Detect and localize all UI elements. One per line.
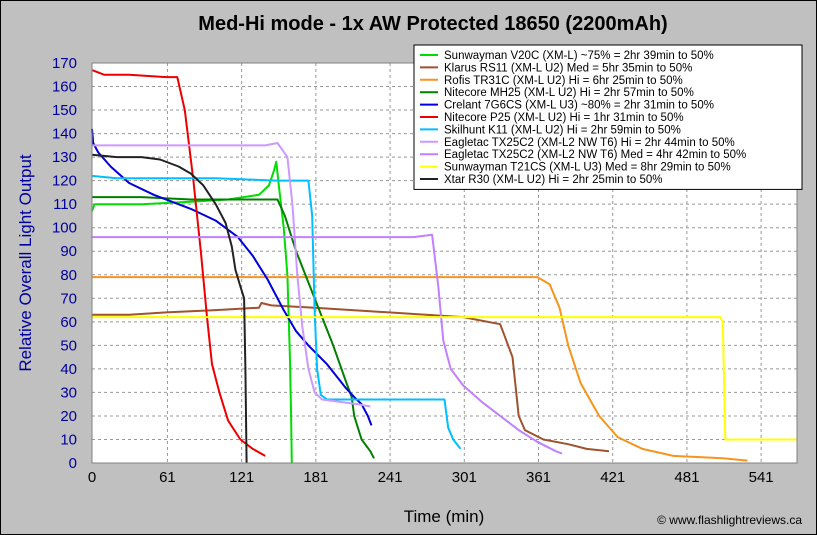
legend-entry: Sunwayman T21CS (XM-L U3) Med = 8hr 29mi… xyxy=(444,162,731,174)
y-tick-label: 90 xyxy=(60,243,77,260)
y-tick-labels: 0 10 20 30 40 50 60 70 80 90 100 110 120 130 140 150 160… xyxy=(52,55,77,472)
x-tick-label: 121 xyxy=(229,469,254,486)
series-line xyxy=(91,160,293,464)
series-lines xyxy=(91,69,797,464)
legend-entry: Nitecore P25 (XM-L U2) Hi = 1hr 31min to… xyxy=(444,112,684,124)
x-tick-label: 301 xyxy=(452,469,477,486)
legend-entry: Eagletac TX25C2 (XM-L2 NW T6) Med = 4hr … xyxy=(444,149,746,161)
y-tick-label: 10 xyxy=(60,431,77,448)
x-axis-label: Time (min) xyxy=(404,507,485,526)
y-tick-label: 140 xyxy=(52,126,77,143)
y-axis-label: Relative Overall Light Output xyxy=(16,154,35,372)
x-tick-label: 181 xyxy=(303,469,328,486)
legend: Sunwayman V20C (XM-L) ~75% = 2hr 39min t… xyxy=(413,44,803,190)
series-line xyxy=(92,316,797,441)
legend-entry: Sunwayman V20C (XM-L) ~75% = 2hr 39min t… xyxy=(444,50,714,62)
y-tick-label: 70 xyxy=(60,290,77,307)
series-line xyxy=(91,153,248,464)
y-tick-label: 100 xyxy=(52,220,77,237)
x-tick-label: 241 xyxy=(378,469,403,486)
x-tick-labels: 0 61 121 181 241 301 361 421 481 541 xyxy=(88,469,774,486)
y-tick-label: 50 xyxy=(60,337,77,354)
chart-title: Med-Hi mode - 1x AW Protected 18650 (220… xyxy=(198,13,667,35)
x-tick-label: 481 xyxy=(674,469,699,486)
y-tick-label: 130 xyxy=(52,149,77,166)
y-tick-label: 40 xyxy=(60,361,77,378)
y-tick-label: 80 xyxy=(60,267,77,284)
y-tick-label: 0 xyxy=(69,455,77,472)
y-tick-label: 120 xyxy=(52,173,77,190)
y-tick-label: 170 xyxy=(52,55,77,72)
y-tick-label: 20 xyxy=(60,408,77,425)
legend-entry: Eagletac TX25C2 (XM-L2 NW T6) Hi = 2hr 4… xyxy=(444,137,735,149)
x-tick-label: 361 xyxy=(526,469,551,486)
y-tick-label: 60 xyxy=(60,314,77,331)
legend-entry: Nitecore MH25 (XM-L U2) Hi = 2hr 57min t… xyxy=(444,87,694,99)
y-tick-label: 160 xyxy=(52,79,77,96)
legend-entry: Crelant 7G6CS (XM-L U3) ~80% = 2hr 31min… xyxy=(444,100,714,112)
series-line xyxy=(92,276,748,462)
x-tick-label: 541 xyxy=(749,469,774,486)
legend-entry: Klarus RS11 (XM-L U2) Med = 5hr 35min to… xyxy=(444,62,692,74)
legend-entry: Skilhunt K11 (XM-L U2) Hi = 2hr 59min to… xyxy=(444,124,681,136)
y-tick-label: 150 xyxy=(52,102,77,119)
x-tick-label: 61 xyxy=(159,469,176,486)
legend-entry: Xtar R30 (XM-L U2) Hi = 2hr 25min to 50% xyxy=(444,174,662,186)
legend-entry: Rofis TR31C (XM-L U2) Hi = 6hr 25min to … xyxy=(444,75,683,87)
series-line xyxy=(91,69,266,457)
series-line xyxy=(92,142,371,408)
x-tick-label: 421 xyxy=(600,469,625,486)
credit-text: © www.flashlightreviews.ca xyxy=(657,513,802,527)
series-line xyxy=(91,174,462,450)
y-tick-label: 110 xyxy=(53,196,77,213)
series-line xyxy=(92,233,563,455)
legend-box xyxy=(413,44,803,190)
y-tick-label: 30 xyxy=(60,384,77,401)
series-line xyxy=(92,302,610,453)
series-line xyxy=(91,128,373,426)
x-tick-label: 0 xyxy=(88,469,96,486)
